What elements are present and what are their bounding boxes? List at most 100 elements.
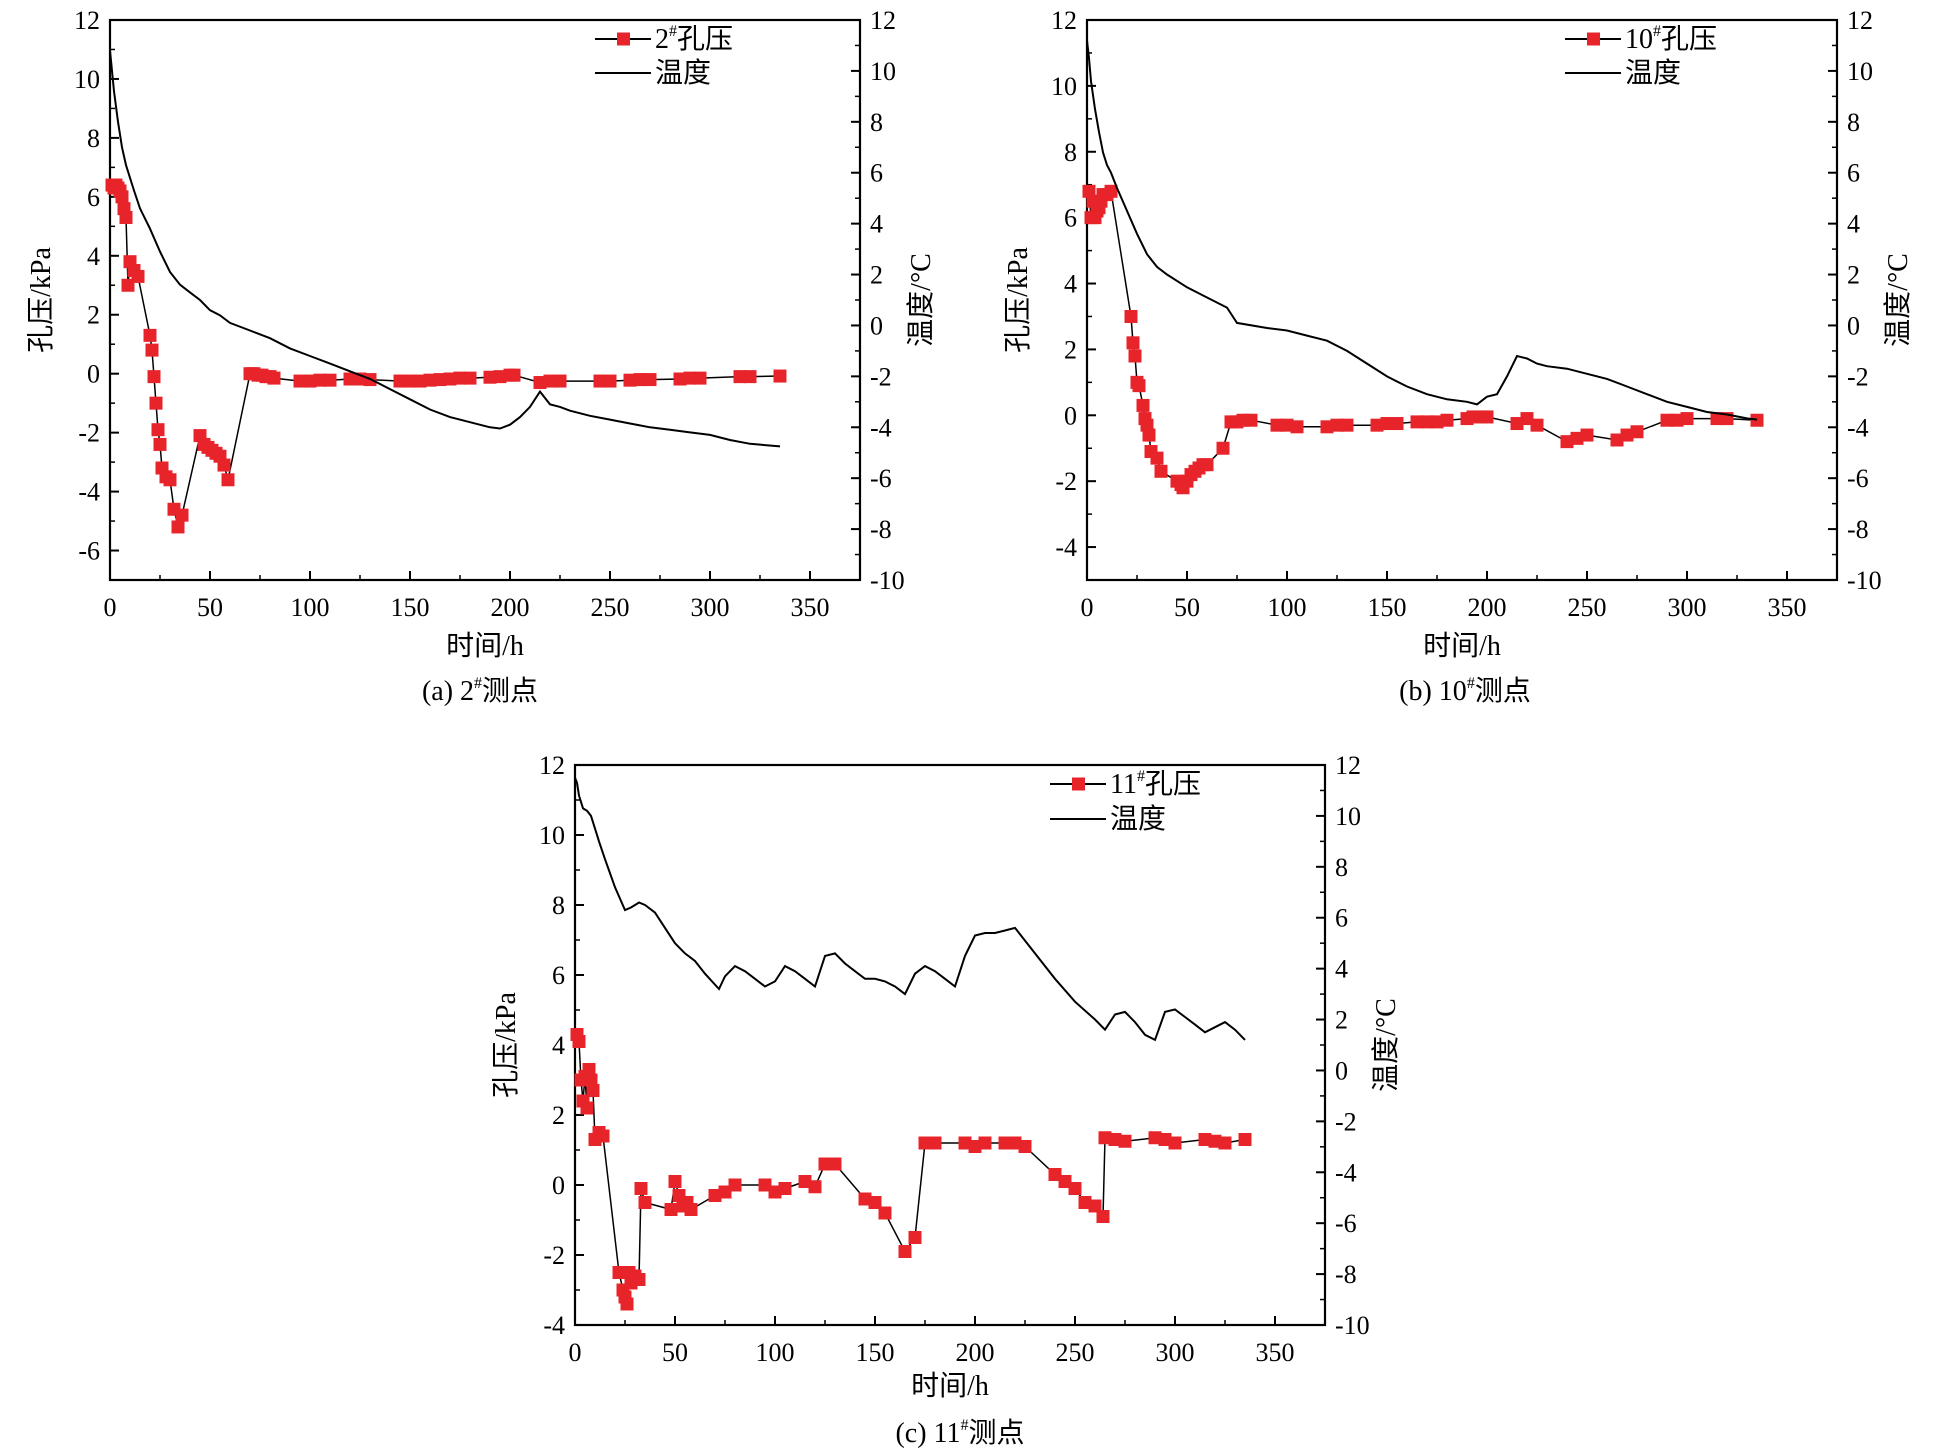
y-right-tick-label: -8 <box>870 515 892 544</box>
data-point <box>683 371 697 385</box>
y-right-tick-label: 4 <box>1847 210 1860 239</box>
data-point <box>433 373 447 387</box>
data-point <box>1290 420 1304 434</box>
data-point <box>708 1189 722 1202</box>
y-right-tick-label: -2 <box>1335 1107 1357 1136</box>
x-tick-label: 150 <box>1368 593 1407 622</box>
data-point <box>1124 309 1138 323</box>
y-left-tick-label: -4 <box>543 1311 565 1340</box>
data-point <box>1154 464 1168 478</box>
data-point <box>1610 433 1624 447</box>
data-point <box>1560 435 1574 449</box>
y-right-tick-label: 12 <box>1335 751 1361 780</box>
data-point <box>151 423 165 437</box>
legend-label-0-sup: # <box>669 23 677 40</box>
chart-caption: (b) 10#测点 <box>1399 675 1531 707</box>
data-point <box>1008 1136 1022 1150</box>
y-left-tick-label: 4 <box>552 1031 565 1060</box>
chart-caption-sup: # <box>1467 675 1475 692</box>
legend-label-0-sup: # <box>1653 23 1661 40</box>
data-point <box>1410 415 1424 429</box>
x-tick-label: 100 <box>1268 593 1307 622</box>
data-point <box>808 1180 822 1194</box>
series-line-0 <box>576 1034 1246 1305</box>
legend-label-0-sup: # <box>1137 768 1145 785</box>
data-point <box>443 372 457 386</box>
y-left-tick-label: 0 <box>552 1171 565 1200</box>
data-point <box>1018 1140 1032 1153</box>
data-point <box>1096 1210 1110 1223</box>
y-right-tick-label: -10 <box>1847 566 1882 595</box>
legend-label-0-suffix: 孔压 <box>677 24 733 55</box>
x-axis-title: 时间/h <box>911 1370 989 1402</box>
chart-caption-suffix: 测点 <box>1475 676 1531 707</box>
data-point <box>1420 415 1434 429</box>
data-point <box>1142 428 1156 442</box>
data-point <box>1140 418 1154 432</box>
data-point <box>968 1140 982 1153</box>
data-point <box>303 374 317 388</box>
plot-frame <box>1085 18 1839 582</box>
data-point <box>798 1175 812 1188</box>
x-tick-label: 100 <box>756 1338 795 1367</box>
data-point <box>313 373 327 387</box>
data-point <box>115 190 129 204</box>
data-point <box>131 269 145 283</box>
legend-label-1-suffix: 温度 <box>655 57 711 89</box>
data-point <box>743 370 757 384</box>
y-right-tick-label: 2 <box>870 261 883 290</box>
data-point <box>620 1297 634 1311</box>
data-point <box>1330 418 1344 432</box>
x-tick-label: 50 <box>197 593 223 622</box>
data-point <box>1390 417 1404 431</box>
data-point <box>1270 418 1284 432</box>
data-point <box>217 458 231 472</box>
chart-0: 0 50 100 150 200 250 300 350-6-4-2024681012-10-… <box>26 6 937 707</box>
data-point <box>908 1231 922 1244</box>
data-point <box>413 374 427 388</box>
legend-label-0-prefix: 2 <box>655 24 669 55</box>
data-point <box>267 371 281 385</box>
data-point <box>733 370 747 384</box>
legend-label-1-suffix: 温度 <box>1625 57 1681 89</box>
y-right-tick-label: -8 <box>1335 1260 1357 1289</box>
data-point <box>1168 1136 1182 1150</box>
y-right-tick-label: 8 <box>1847 108 1860 137</box>
y-left-tick-label: -2 <box>1055 467 1077 496</box>
series-line-0 <box>1088 189 1758 490</box>
data-point <box>343 372 357 386</box>
chart-caption-suffix: 测点 <box>482 676 538 707</box>
data-point <box>693 371 707 385</box>
data-point <box>153 437 167 451</box>
data-point <box>1580 428 1594 442</box>
y-right-tick-label: -4 <box>1335 1158 1357 1187</box>
legend-label-0-prefix: 11 <box>1110 769 1137 800</box>
data-point <box>673 372 687 386</box>
data-point <box>958 1136 972 1150</box>
y-right-tick-label: 0 <box>870 311 883 340</box>
data-point <box>584 1073 598 1087</box>
data-point <box>119 210 133 224</box>
data-point <box>403 374 417 388</box>
y-right-axis-title: 温度/°C <box>1370 998 1402 1092</box>
data-point <box>493 370 507 384</box>
data-point <box>1128 349 1142 363</box>
x-tick-label: 250 <box>591 593 630 622</box>
legend-label-0: 11#孔压 <box>1110 768 1201 800</box>
y-right-tick-label: 10 <box>1335 802 1361 831</box>
data-point <box>163 473 177 487</box>
data-point <box>1200 458 1214 472</box>
data-point <box>1108 1133 1122 1146</box>
data-point <box>1510 417 1524 431</box>
y-right-tick-label: 4 <box>870 210 883 239</box>
data-point <box>664 1203 678 1216</box>
chart-caption: (a) 2#测点 <box>422 675 538 707</box>
chart-caption: (c) 11#测点 <box>895 1417 1024 1449</box>
data-point <box>1480 410 1494 424</box>
data-point <box>1530 418 1544 432</box>
y-right-tick-label: 0 <box>1335 1056 1348 1085</box>
y-right-tick-label: 10 <box>1847 57 1873 86</box>
y-left-tick-label: 12 <box>74 6 100 35</box>
legend-label-1: 温度 <box>1625 57 1681 89</box>
